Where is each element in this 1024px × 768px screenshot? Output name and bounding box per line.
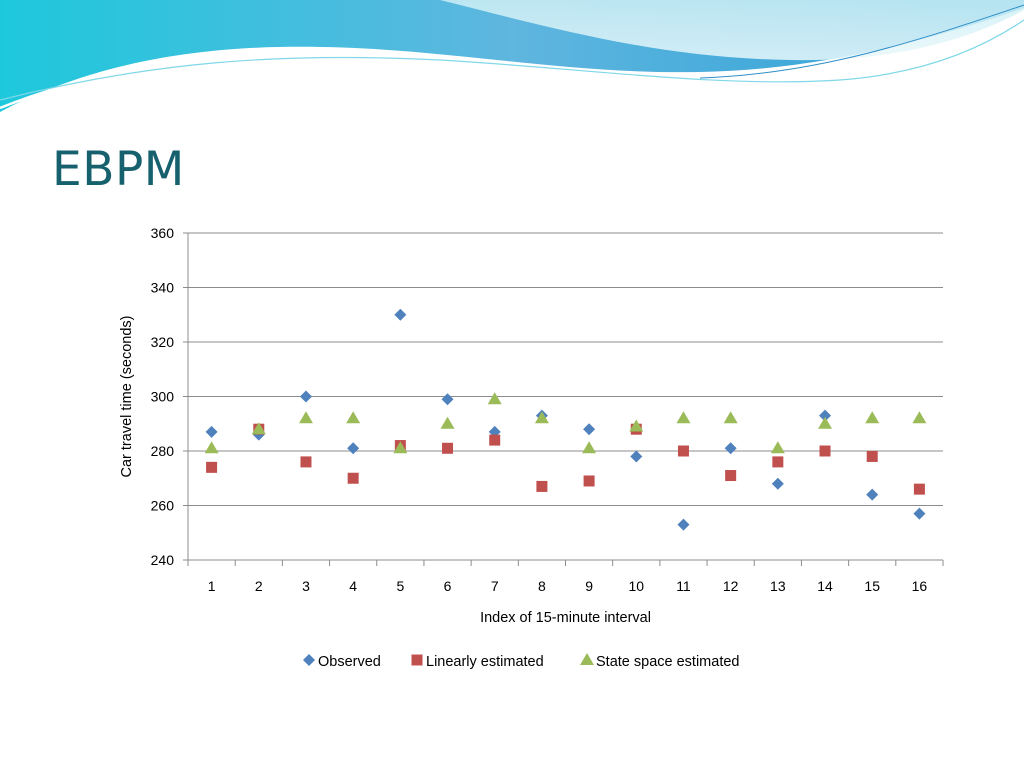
y-axis-title: Car travel time (seconds) <box>119 316 135 478</box>
decorative-wave-banner <box>0 0 1024 112</box>
data-point-triangle <box>723 411 738 424</box>
data-point-triangle <box>582 441 597 454</box>
data-point-square <box>819 445 831 457</box>
data-point-diamond <box>724 442 737 455</box>
data-point-triangle <box>534 411 549 424</box>
data-point-diamond <box>677 518 690 531</box>
y-tick-label: 340 <box>151 280 175 296</box>
data-point-square <box>206 461 218 473</box>
data-point-triangle <box>440 416 455 429</box>
data-point-triangle <box>818 416 833 429</box>
data-point-square <box>913 483 925 495</box>
data-point-triangle <box>487 392 502 405</box>
x-tick-label: 6 <box>444 578 452 594</box>
x-tick-label: 12 <box>723 578 739 594</box>
x-tick-label: 10 <box>628 578 644 594</box>
x-tick-label: 4 <box>349 578 357 594</box>
data-point-triangle <box>865 411 880 424</box>
y-tick-label: 300 <box>151 389 175 405</box>
slide-title: EBPM <box>52 142 185 197</box>
x-tick-label: 1 <box>208 578 216 594</box>
data-point-diamond <box>299 390 312 403</box>
data-point-square <box>347 472 359 484</box>
data-point-diamond <box>394 308 407 321</box>
data-point-square <box>300 456 312 468</box>
data-series <box>204 308 927 531</box>
data-point-diamond <box>441 393 454 406</box>
y-tick-label: 280 <box>151 443 175 459</box>
legend-label: Linearly estimated <box>426 654 544 670</box>
data-point-square <box>442 442 454 454</box>
x-axis-title: Index of 15-minute interval <box>480 610 651 626</box>
x-tick-label: 2 <box>255 578 263 594</box>
chart-gridlines <box>188 232 943 506</box>
y-tick-label: 240 <box>151 552 175 568</box>
legend-marker-square <box>411 654 423 666</box>
x-tick-label: 5 <box>396 578 404 594</box>
y-tick-label: 360 <box>151 225 175 241</box>
x-tick-label: 8 <box>538 578 546 594</box>
data-point-square <box>677 445 689 457</box>
chart-legend: Observed Linearly estimated State space es… <box>303 653 739 670</box>
x-tick-label: 9 <box>585 578 593 594</box>
data-point-triangle <box>251 422 266 435</box>
x-tick-labels: 1 2 3 4 5 6 7 8 9 10 11 12 13 14 15 16 <box>208 578 928 594</box>
data-point-triangle <box>770 441 785 454</box>
data-point-diamond <box>819 409 832 422</box>
x-tick-label: 15 <box>864 578 880 594</box>
data-point-triangle <box>298 411 313 424</box>
data-point-triangle <box>629 419 644 432</box>
data-point-triangle <box>204 441 219 454</box>
series-1 <box>206 423 925 495</box>
data-point-triangle <box>346 411 361 424</box>
series-2 <box>204 392 927 454</box>
legend-marker-diamond <box>303 654 315 666</box>
data-point-triangle <box>676 411 691 424</box>
x-tick-label: 3 <box>302 578 310 594</box>
data-point-diamond <box>913 507 926 520</box>
data-point-square <box>583 475 595 487</box>
x-tick-label: 11 <box>676 578 691 594</box>
data-point-square <box>725 470 737 482</box>
x-tick-label: 7 <box>491 578 499 594</box>
legend-label: State space estimated <box>596 654 739 670</box>
x-tick-label: 13 <box>770 578 786 594</box>
x-tick-label: 16 <box>912 578 928 594</box>
legend-marker-triangle <box>580 653 594 665</box>
data-point-square <box>772 456 784 468</box>
data-point-triangle <box>912 411 927 424</box>
data-point-diamond <box>583 423 596 436</box>
series-0 <box>205 308 926 531</box>
legend-label: Observed <box>318 654 381 670</box>
data-point-square <box>866 450 878 462</box>
y-tick-labels: 240 260 280 300 320 340 360 <box>151 225 175 568</box>
x-tick-label: 14 <box>817 578 833 594</box>
data-point-triangle <box>393 441 408 454</box>
data-point-diamond <box>866 488 879 501</box>
data-point-diamond <box>347 442 360 455</box>
data-point-diamond <box>630 450 643 463</box>
data-point-square <box>536 480 548 492</box>
data-point-diamond <box>771 477 784 490</box>
data-point-diamond <box>205 425 218 438</box>
data-point-square <box>489 434 501 446</box>
y-tick-label: 260 <box>151 498 175 514</box>
chart-axes <box>183 232 944 566</box>
y-tick-label: 320 <box>151 334 175 350</box>
